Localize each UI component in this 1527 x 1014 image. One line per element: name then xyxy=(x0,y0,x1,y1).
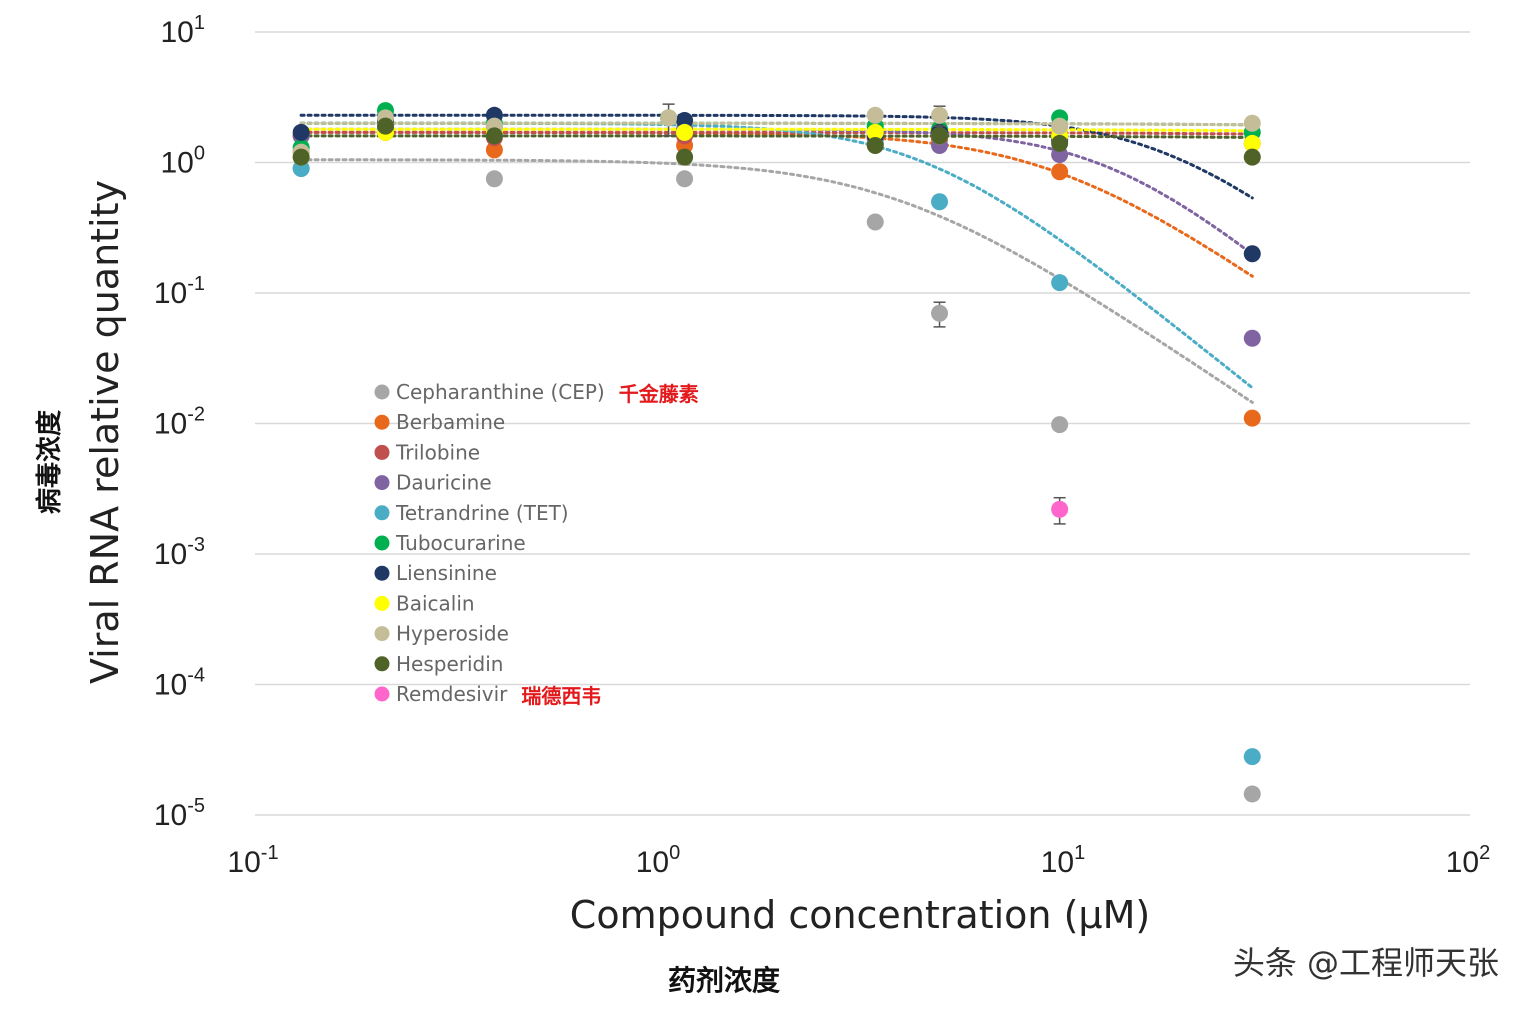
fit-curve xyxy=(299,130,1254,136)
legend-label: Baicalin xyxy=(396,591,475,615)
y-tick-label: 10-3 xyxy=(154,534,205,571)
gridlines xyxy=(255,31,1470,816)
data-point xyxy=(376,117,394,135)
data-point xyxy=(1051,416,1069,434)
data-point xyxy=(1243,785,1261,803)
data-point xyxy=(1243,329,1261,347)
data-point xyxy=(1243,134,1261,152)
data-point xyxy=(676,170,694,188)
data-point xyxy=(1051,274,1069,292)
fit-curve xyxy=(299,127,1254,256)
fit-curve xyxy=(299,158,1254,404)
data-point xyxy=(1243,245,1261,263)
x-tick-label: 100 xyxy=(636,842,681,879)
data-point xyxy=(1051,134,1069,152)
data-point xyxy=(931,127,949,145)
legend-marker xyxy=(374,656,390,672)
legend-marker xyxy=(374,444,390,460)
legend-marker xyxy=(374,595,390,611)
data-point xyxy=(931,106,949,124)
fit-curve xyxy=(299,121,1254,127)
y-tick-label: 101 xyxy=(161,12,206,49)
x-tick-label: 102 xyxy=(1446,842,1491,879)
watermark: 头条 @工程师天张 xyxy=(1232,944,1499,982)
legend-label: Dauricine xyxy=(396,471,492,495)
legend-label: Remdesivir xyxy=(396,682,508,706)
x-tick-label: 10-1 xyxy=(227,842,278,879)
legend-label: Berbamine xyxy=(396,410,505,434)
data-point xyxy=(1243,748,1261,766)
y-tick-label: 100 xyxy=(161,143,206,180)
fit-curve xyxy=(299,127,1254,133)
data-point xyxy=(866,213,884,231)
legend-annotation: 千金藤素 xyxy=(619,382,699,406)
legend-marker xyxy=(374,565,390,581)
data-point xyxy=(676,123,694,141)
data-point xyxy=(1243,148,1261,166)
data-point xyxy=(292,123,310,141)
legend-label: Tubocurarine xyxy=(395,531,526,555)
legend-label: Tetrandrine (TET) xyxy=(395,501,569,525)
data-point xyxy=(1051,117,1069,135)
data-point xyxy=(292,148,310,166)
legend-label: Hesperidin xyxy=(396,652,503,676)
y-tick-label: 10-2 xyxy=(154,404,205,441)
data-point xyxy=(485,127,503,145)
legend-annotation: 瑞德西韦 xyxy=(521,684,601,708)
fit-curve xyxy=(299,113,1254,200)
y-tick-label: 10-1 xyxy=(154,273,205,310)
y-tick-labels: 101 100 10-1 10-2 10-3 10-4 10-5 xyxy=(154,12,205,832)
data-point xyxy=(866,106,884,124)
legend-marker xyxy=(374,626,390,642)
data-point xyxy=(931,304,949,322)
data-point xyxy=(660,109,678,127)
fit-curve xyxy=(299,134,1254,139)
fit-curve xyxy=(299,130,1254,278)
y-axis-title: Viral RNA relative quantity xyxy=(83,180,127,684)
fit-curves xyxy=(299,113,1254,404)
data-point xyxy=(1051,500,1069,518)
y-tick-label: 10-4 xyxy=(154,665,205,702)
data-point xyxy=(676,148,694,166)
data-point xyxy=(676,111,694,129)
data-points xyxy=(292,102,1261,803)
data-point xyxy=(866,123,884,141)
legend-label: Cepharanthine (CEP) xyxy=(396,380,605,404)
data-point xyxy=(1243,114,1261,132)
legend-marker xyxy=(374,475,390,491)
legend-label: Liensinine xyxy=(396,561,497,585)
x-axis-title-cn: 药剂浓度 xyxy=(668,964,780,997)
x-tick-labels: 10-1 100 101 102 xyxy=(227,842,1490,879)
y-tick-label: 10-5 xyxy=(154,795,205,832)
data-point xyxy=(485,141,503,159)
legend-label: Hyperoside xyxy=(396,622,509,646)
data-point xyxy=(1051,163,1069,181)
legend-marker xyxy=(374,686,390,702)
data-point xyxy=(866,136,884,154)
legend: Cepharanthine (CEP) 千金藤素 Berbamine Trilobin… xyxy=(374,380,699,708)
data-point xyxy=(931,193,949,211)
legend-marker xyxy=(374,414,390,430)
x-axis-title: Compound concentration (μM) xyxy=(570,893,1150,937)
y-axis-title-cn: 病毒浓度 xyxy=(34,410,65,514)
legend-label: Trilobine xyxy=(395,440,480,464)
data-point xyxy=(1243,409,1261,427)
x-tick-label: 101 xyxy=(1041,842,1086,879)
data-point xyxy=(485,170,503,188)
legend-marker xyxy=(374,535,390,551)
legend-marker xyxy=(374,505,390,521)
legend-marker xyxy=(374,384,390,400)
